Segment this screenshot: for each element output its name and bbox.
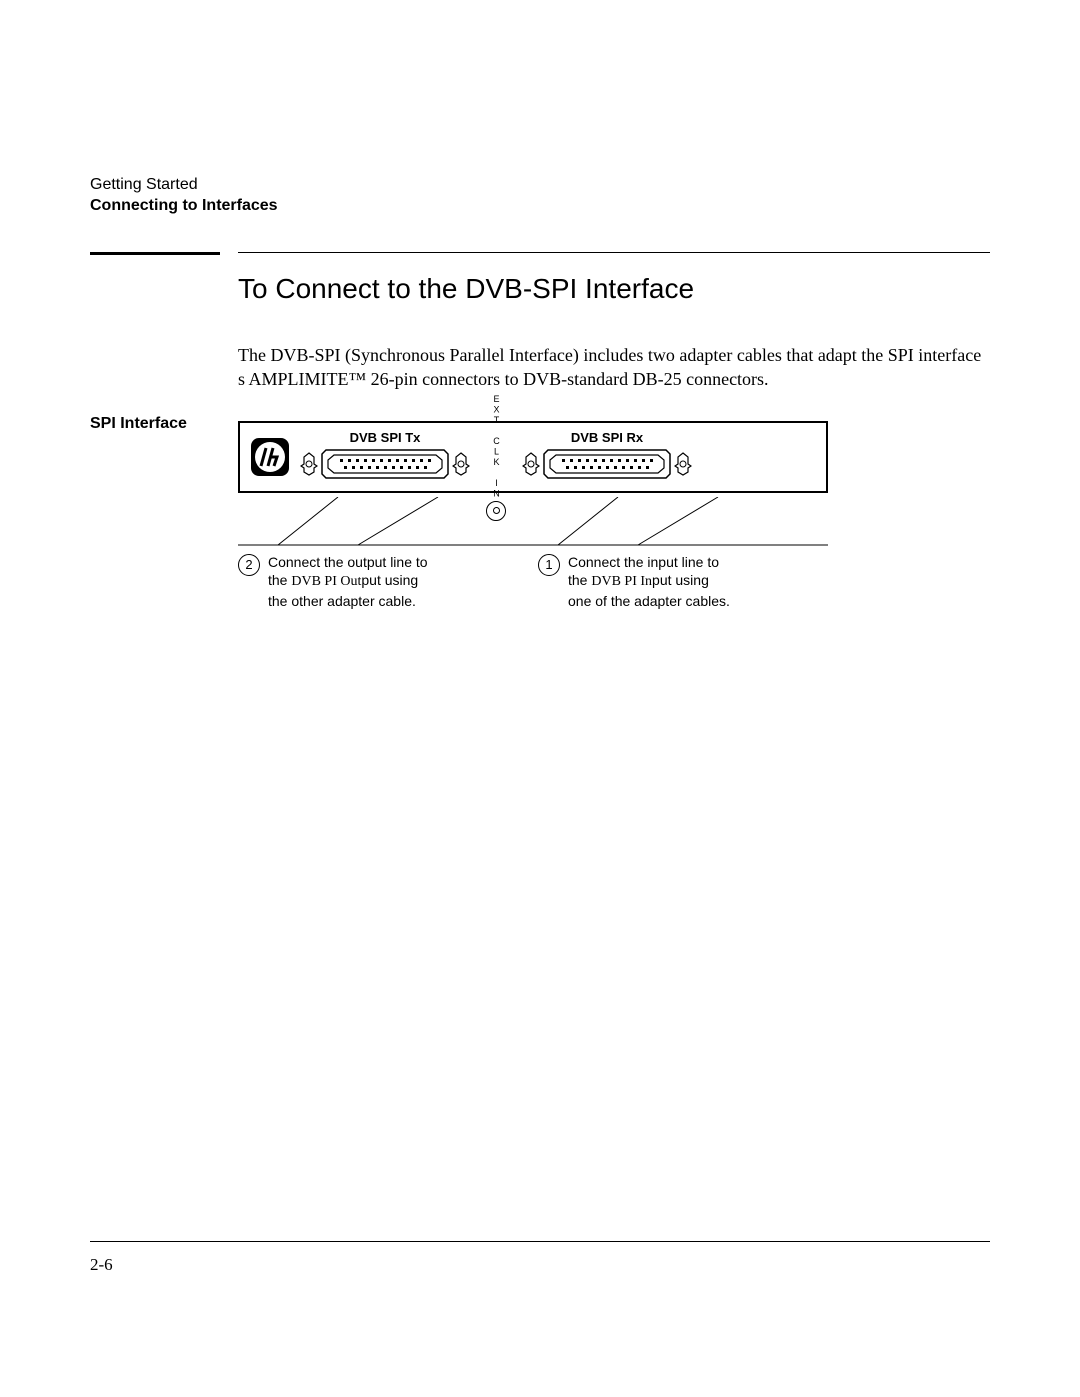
callout-1-text: Connect the input line to the DVB PI Inp… [568, 553, 730, 610]
document-page: Getting Started Connecting to Interfaces… [0, 0, 1080, 1397]
callout-2-text: Connect the output line to the DVB PI Ou… [268, 553, 428, 610]
rule-left-thick [90, 252, 220, 255]
rx-port-group: DVB SPI Rx [522, 432, 692, 482]
spi-panel-diagram: DVB SPI Tx [238, 421, 828, 493]
screw-icon [674, 452, 692, 476]
leader-lines [238, 497, 828, 557]
callout-number-1: 1 [538, 554, 560, 576]
ext-clk-label: EXT CLK IN [492, 394, 501, 499]
callout-1: 1 Connect the input line to the DVB PI I… [538, 553, 798, 610]
db25-connector-icon [320, 446, 450, 482]
tx-port-group: DVB SPI Tx [300, 432, 470, 482]
callout-2-line2: the DVB PI Output using [268, 571, 428, 591]
callout-2-line3: the other adapter cable. [268, 592, 428, 610]
screw-icon [522, 452, 540, 476]
screw-icon [452, 452, 470, 476]
callout-1-line1: Connect the input line to [568, 553, 730, 571]
screw-icon [300, 452, 318, 476]
page-title: To Connect to the DVB-SPI Interface [238, 273, 990, 305]
side-label: SPI Interface [90, 415, 220, 433]
side-column: SPI Interface [90, 273, 220, 610]
page-number: 2-6 [90, 1255, 113, 1275]
header-section: Connecting to Interfaces [90, 196, 990, 217]
callout-number-2: 2 [238, 554, 260, 576]
db25-connector-icon [542, 446, 672, 482]
hp-logo-icon [250, 437, 290, 477]
main-column: To Connect to the DVB-SPI Interface The … [238, 273, 990, 610]
callouts-block: 2 Connect the output line to the DVB PI … [238, 497, 828, 610]
tx-port-label: DVB SPI Tx [350, 430, 421, 445]
header-chapter: Getting Started [90, 175, 990, 196]
running-header: Getting Started Connecting to Interfaces [90, 175, 990, 217]
rule-right-thin [238, 252, 990, 255]
callout-2: 2 Connect the output line to the DVB PI … [238, 553, 498, 610]
bottom-rule [90, 1241, 990, 1242]
content-row: SPI Interface To Connect to the DVB-SPI … [90, 273, 990, 610]
rx-port-label: DVB SPI Rx [571, 430, 643, 445]
top-rule [90, 252, 990, 255]
callout-2-line1: Connect the output line to [268, 553, 428, 571]
callout-row: 2 Connect the output line to the DVB PI … [238, 553, 828, 610]
callout-1-line3: one of the adapter cables. [568, 592, 730, 610]
callout-1-line2: the DVB PI Input using [568, 571, 730, 591]
intro-paragraph: The DVB-SPI (Synchronous Parallel Interf… [238, 343, 990, 392]
